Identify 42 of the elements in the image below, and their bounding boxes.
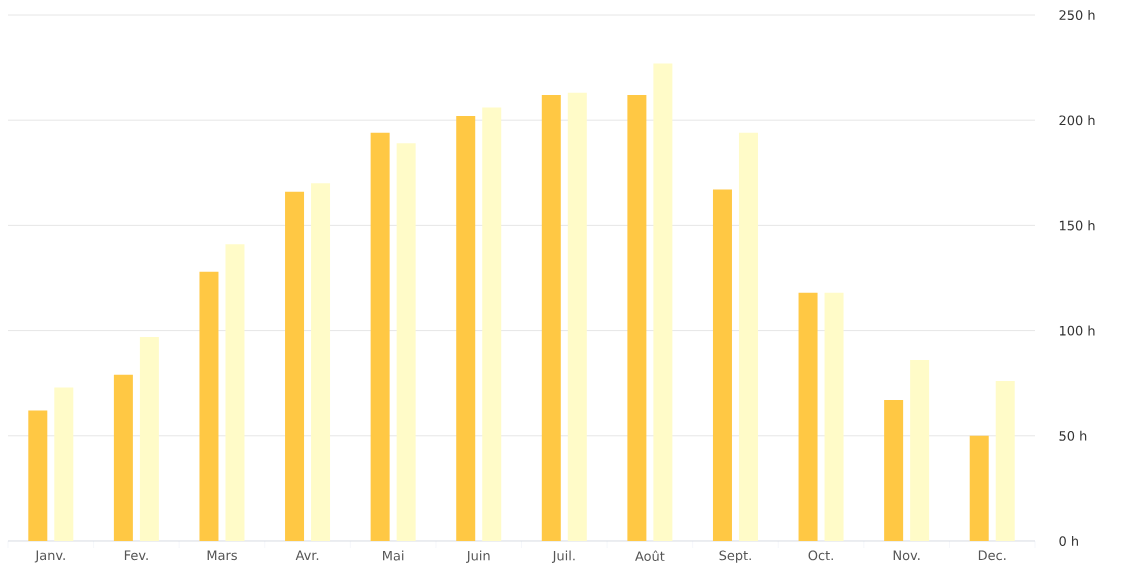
bar [541,94,561,541]
x-tick-label: Oct. [808,550,833,561]
x-tick-label: Août [635,550,665,562]
x-tick-label: Fev. [124,550,148,561]
y-tick-label: 200 h [1059,115,1095,126]
bar [456,115,476,541]
bar [884,400,904,541]
bar [798,292,818,541]
bar [311,183,331,541]
bar [995,381,1015,541]
bar [482,107,502,541]
x-tick-label: Janv. [34,550,65,563]
bar [54,387,74,541]
x-tick-label: Dec. [978,550,1006,561]
bar [567,92,587,541]
bar [285,191,305,541]
x-tick-label: Nov. [893,550,920,561]
bar [113,374,133,541]
x-tick-label: Juin [466,550,490,563]
bar [28,410,48,541]
bar [910,360,930,541]
bar [969,435,989,541]
bar [627,94,647,541]
bar [712,189,732,541]
bar [139,336,159,541]
y-tick-label: 50 h [1059,430,1087,441]
bar [396,143,416,541]
bar [370,132,390,541]
x-tick-label: Juil. [551,550,575,563]
y-tick-label: 100 h [1059,325,1095,336]
x-tick-label: Sept. [719,550,751,563]
x-tick-label: Avr. [295,550,319,560]
x-tick-label: Mai [383,550,404,561]
y-tick-label: 0 h [1059,535,1078,546]
bar [225,244,245,541]
bar [738,132,758,541]
bar [653,63,673,541]
y-tick-label: 150 h [1059,220,1095,231]
bar [824,292,844,541]
bar [199,271,219,541]
y-tick-label: 250 h [1059,9,1095,20]
x-tick-label: Mars [207,550,237,561]
